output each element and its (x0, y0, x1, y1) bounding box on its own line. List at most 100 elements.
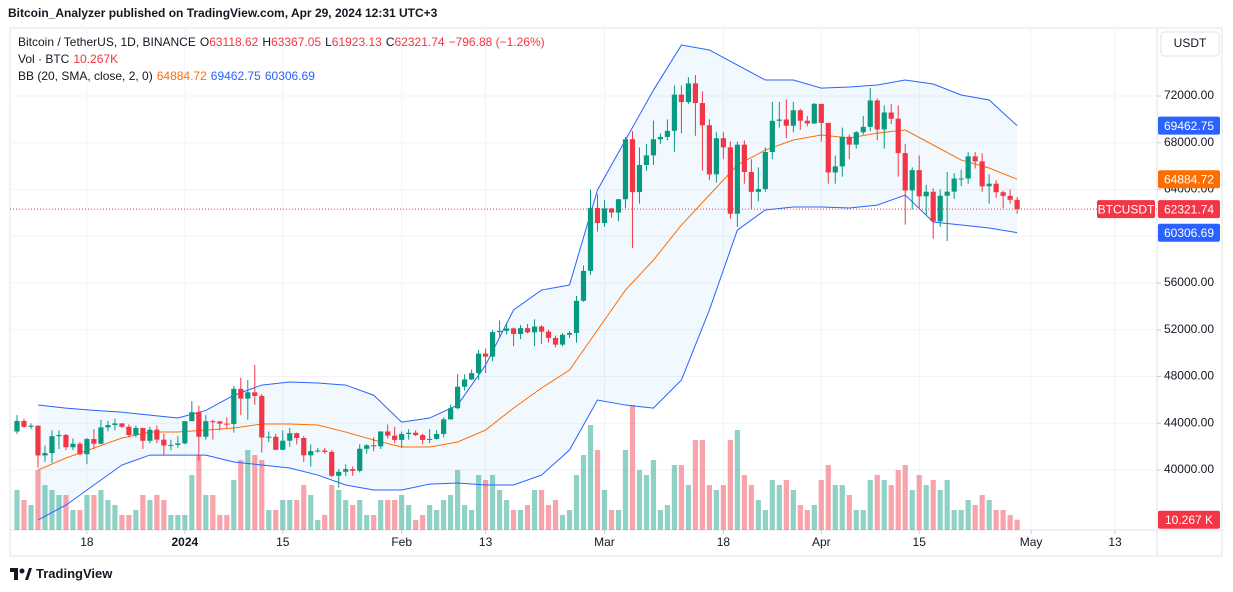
y-tick-label: 56000.00 (1164, 275, 1214, 289)
volume-bar (84, 495, 90, 530)
volume-bar (210, 495, 216, 530)
candle-body (343, 469, 349, 472)
volume-bar (972, 505, 978, 530)
volume-bar (678, 465, 685, 530)
candle-body (650, 139, 657, 156)
candle-body (930, 191, 936, 222)
volume-bar (343, 500, 349, 530)
candle-body (238, 388, 244, 399)
volume-bar (741, 475, 747, 530)
volume-bar (664, 505, 671, 530)
candle-body (972, 156, 978, 162)
candle-body (622, 139, 629, 200)
candle-body (776, 119, 782, 121)
volume-bar (811, 505, 817, 530)
volume-bar (839, 485, 845, 530)
volume-bar (315, 520, 321, 530)
volume-bar (510, 510, 517, 530)
volume-bar (545, 505, 552, 530)
candle-body (189, 412, 195, 422)
volume-bar (175, 515, 181, 530)
brand: TradingView (36, 566, 113, 581)
volume-bar (685, 485, 692, 530)
volume-bar (112, 505, 118, 530)
candle-body (545, 331, 552, 338)
volume-bar (944, 480, 950, 530)
candle-body (252, 392, 258, 396)
volume-bar (902, 465, 908, 530)
candle-body (420, 435, 426, 440)
volume-bar (965, 500, 971, 530)
volume-bar (322, 515, 328, 530)
volume-bar (706, 485, 712, 530)
candle-body (154, 429, 160, 440)
volume-bar (783, 480, 789, 530)
volume-bar (21, 500, 27, 530)
legend-row: Bitcoin / TetherUS, 1D, BINANCE O63118.62… (18, 34, 549, 51)
volume-bar (979, 495, 985, 530)
volume-bar (468, 510, 475, 530)
candle-body (916, 170, 922, 197)
x-tick-label: 13 (479, 535, 493, 549)
candle-body (895, 118, 901, 154)
candle-body (21, 420, 27, 427)
candle-body (496, 330, 503, 333)
y-tick-label: 44000.00 (1164, 415, 1214, 429)
candle-body (455, 386, 461, 409)
candle-body (1000, 192, 1006, 196)
candle-body (601, 208, 608, 224)
x-tick-label: 2024 (171, 535, 198, 549)
volume-bar (42, 485, 48, 530)
volume-bar (140, 495, 146, 530)
volume-bar (524, 505, 531, 530)
volume-bar (636, 470, 643, 530)
candle-body (1014, 199, 1020, 210)
footer: TradingView (10, 566, 112, 581)
candle-body (503, 328, 510, 331)
bb-middle-tag-box (1158, 170, 1220, 189)
volume-bar (951, 510, 957, 530)
candle-body (217, 421, 223, 424)
candle-body (608, 208, 615, 213)
volume-bar (49, 490, 55, 530)
candle-body (42, 453, 48, 456)
candle-body (629, 139, 636, 193)
x-tick-label: 18 (717, 535, 731, 549)
volume-bar (475, 475, 482, 530)
x-tick-label: 13 (1108, 535, 1122, 549)
volume-bar (713, 490, 719, 530)
currency-button[interactable] (1160, 31, 1220, 57)
candle-body (867, 100, 873, 127)
volume-bar (448, 495, 454, 530)
candle-body (979, 161, 985, 187)
volume-bar (895, 470, 901, 530)
currency[interactable]: USDT (1174, 36, 1207, 50)
volume-bar (350, 505, 356, 530)
volume-bar (496, 490, 503, 530)
candle-body (699, 103, 705, 126)
volume-bar (63, 495, 69, 530)
candle-body (664, 130, 671, 137)
volume-bar (916, 475, 922, 530)
volume-bar (587, 425, 594, 530)
volume-bar (874, 475, 880, 530)
candle-body (350, 469, 356, 471)
volume-bar (909, 490, 915, 530)
candle-body (755, 189, 761, 192)
y-tick-label: 40000.00 (1164, 462, 1214, 476)
candle-body (259, 395, 265, 438)
volume-bar (56, 495, 62, 530)
candle-body (385, 431, 391, 436)
candle-body (49, 436, 55, 454)
candle-body (266, 436, 272, 438)
candle-body (489, 332, 496, 357)
candle-body (853, 132, 859, 145)
candle-body (923, 191, 929, 197)
candle-body (70, 443, 76, 448)
volume-bar (329, 485, 335, 530)
volume-bar (385, 500, 391, 530)
candle-body (783, 119, 789, 126)
candle-body (594, 207, 601, 224)
candle-body (468, 373, 475, 380)
